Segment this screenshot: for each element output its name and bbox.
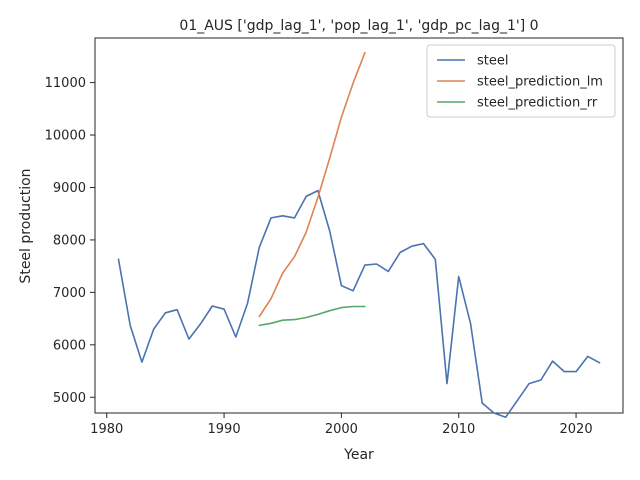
y-tick-label: 6000 — [53, 338, 86, 353]
y-axis-label: Steel production — [18, 168, 34, 283]
legend: steel steel_prediction_lm steel_prediction… — [426, 44, 616, 118]
y-tick-label: 8000 — [53, 233, 86, 248]
x-tick-label: 2010 — [442, 422, 475, 437]
y-tick-label: 10000 — [45, 129, 86, 144]
y-tick-label: 7000 — [53, 286, 86, 301]
x-axis: 1980 1990 2000 2010 2020 — [90, 413, 593, 437]
x-tick-label: 2000 — [325, 422, 358, 437]
x-tick-label: 1980 — [90, 422, 123, 437]
series-line-steel — [117, 189, 601, 419]
x-tick-label: 2020 — [560, 422, 593, 437]
legend-label: steel_prediction_rr — [477, 96, 598, 111]
y-tick-label: 11000 — [45, 76, 86, 91]
series-line-steel-prediction-lm — [258, 51, 366, 318]
plot-frame — [94, 37, 624, 414]
x-tick-label: 1990 — [208, 422, 241, 437]
plot-area — [94, 37, 624, 414]
y-tick-label: 5000 — [53, 391, 86, 406]
series-line-steel-prediction-rr — [258, 305, 366, 327]
chart-title: 01_AUS ['gdp_lag_1', 'pop_lag_1', 'gdp_p… — [179, 18, 538, 34]
legend-label: steel_prediction_lm — [477, 75, 603, 90]
legend-box — [426, 44, 616, 118]
y-axis: 5000 6000 7000 8000 9000 10000 11000 — [45, 76, 95, 406]
x-axis-label: Year — [343, 447, 374, 463]
y-tick-label: 9000 — [53, 181, 86, 196]
series-lines — [117, 51, 601, 419]
legend-label: steel — [477, 54, 508, 69]
